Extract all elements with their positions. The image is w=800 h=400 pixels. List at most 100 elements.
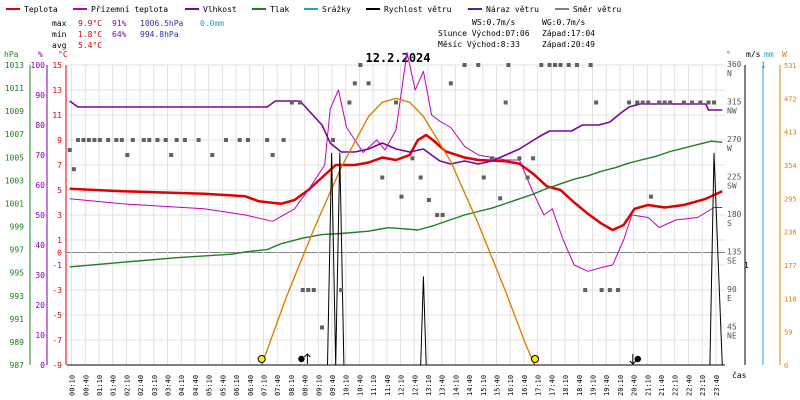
wind-direction-point xyxy=(339,288,344,292)
axis-units: hPa % °C ° m/s mm W čas xyxy=(4,50,787,380)
hpa-tick-label: 993 xyxy=(10,292,25,301)
c-tick-label: -5 xyxy=(52,311,62,320)
wind-direction-point xyxy=(418,175,423,180)
c-tick-label: 5 xyxy=(57,186,62,195)
legend-label: Tlak xyxy=(270,5,289,14)
wind-direction-point xyxy=(426,198,431,202)
wind-direction-point xyxy=(410,156,415,161)
time-tick-label: 05:10 xyxy=(206,375,214,396)
wind-direction-point xyxy=(125,153,130,157)
time-tick-label: 12:40 xyxy=(411,375,419,396)
stats-min-hum: 64% xyxy=(112,30,127,39)
series-slune-n-svit xyxy=(261,97,536,366)
hpa-tick-label: 997 xyxy=(10,246,25,255)
wind-direction-point xyxy=(380,175,385,180)
sunset-text: Západ:17:04 xyxy=(542,29,595,38)
wind-direction-point xyxy=(298,100,303,105)
wind-direction-point xyxy=(347,100,352,105)
moonset-marker xyxy=(634,355,642,363)
wind-direction-point xyxy=(352,81,357,86)
dir-compass-label: E xyxy=(727,294,732,303)
hpa-tick-label: 1011 xyxy=(5,84,24,93)
wind-direction-point xyxy=(319,325,324,330)
legend-label: Náraz větru xyxy=(486,5,539,14)
wind-direction-point xyxy=(155,138,160,142)
wind-direction-point xyxy=(553,63,558,67)
dir-tick-label: 225 xyxy=(727,173,742,182)
ms-unit-label: m/s xyxy=(746,50,761,59)
w-tick-label: 177 xyxy=(784,262,797,270)
pct-tick-label: 10 xyxy=(35,331,45,340)
stats-min-press: 994.8hPa xyxy=(140,30,179,39)
hpa-tick-label: 1009 xyxy=(5,107,24,116)
wind-direction-point xyxy=(130,138,135,142)
wind-direction-point xyxy=(503,100,508,105)
dir-tick-label: 45 xyxy=(727,323,737,332)
time-tick-label: 13:40 xyxy=(439,375,447,396)
dir-compass-label: S xyxy=(727,219,732,228)
pct-tick-label: 70 xyxy=(35,151,45,160)
hpa-tick-label: 995 xyxy=(10,269,25,278)
c-tick-label: 13 xyxy=(52,86,62,95)
wind-direction-point xyxy=(547,63,552,67)
time-tick-label: 06:40 xyxy=(247,375,255,396)
time-tick-label: 23:40 xyxy=(713,375,721,396)
time-tick-label: 10:10 xyxy=(343,375,351,396)
series-tlak xyxy=(69,140,723,268)
moonrise-text: Měsíc Východ:8:33 xyxy=(438,40,520,49)
time-tick-label: 07:10 xyxy=(260,375,268,396)
wind-direction-point xyxy=(558,63,563,67)
dir-tick-label: 135 xyxy=(727,248,742,257)
series-teplota xyxy=(69,133,723,232)
time-tick-label: 03:10 xyxy=(151,375,159,396)
wind-direction-point xyxy=(237,138,242,142)
hpa-tick-label: 991 xyxy=(10,315,25,324)
wind-direction-point xyxy=(506,63,511,67)
stats-min-temp: 1.8°C xyxy=(78,30,102,39)
pct-unit-label: % xyxy=(38,50,43,59)
time-tick-label: 07:40 xyxy=(274,375,282,396)
mm-unit-label: mm xyxy=(764,50,774,59)
wind-direction-point xyxy=(394,100,398,105)
grid xyxy=(67,64,725,366)
time-tick-label: 19:10 xyxy=(589,375,597,396)
wind-direction-point xyxy=(531,156,536,161)
wind-direction-point xyxy=(306,288,311,292)
dir-tick-label: 90 xyxy=(727,285,737,294)
wind-sun-info: WS:0.7m/s WG:0.7m/s Slunce Východ:07:06 … xyxy=(438,18,595,49)
wind-direction-point xyxy=(81,138,86,142)
time-tick-label: 22:40 xyxy=(685,375,693,396)
wind-direction-point xyxy=(224,138,229,142)
time-tick-label: 22:10 xyxy=(672,375,680,396)
wind-direction-point xyxy=(358,63,363,67)
wind-direction-point xyxy=(648,194,653,199)
series-rychlost-v-tru xyxy=(69,152,723,366)
pct-tick-label: 30 xyxy=(35,271,45,280)
hpa-tick-label: 1005 xyxy=(5,153,24,162)
time-tick-label: 09:10 xyxy=(315,375,323,396)
w-unit-label: W xyxy=(782,50,787,59)
pct-tick-label: 50 xyxy=(35,211,45,220)
c-tick-label: -3 xyxy=(52,286,62,295)
wind-direction-point xyxy=(92,138,97,142)
dir-compass-label: N xyxy=(727,69,732,78)
wind-direction-point xyxy=(119,138,124,142)
c-tick-label: -1 xyxy=(52,261,62,270)
time-tick-label: 20:10 xyxy=(617,375,625,396)
wind-direction-point xyxy=(114,138,119,142)
time-tick-label: 08:40 xyxy=(302,375,310,396)
wind-direction-point xyxy=(599,288,604,292)
wind-direction-point xyxy=(311,288,316,292)
stats-min-label: min xyxy=(52,30,67,39)
sunset-marker xyxy=(531,355,540,363)
wind-direction-point xyxy=(462,63,467,67)
wind-direction-point xyxy=(399,194,404,199)
wind-direction-point xyxy=(706,100,711,105)
c-tick-label: 1 xyxy=(57,236,62,245)
hpa-tick-label: 1013 xyxy=(5,61,24,70)
wind-direction-point xyxy=(270,153,275,157)
time-tick-label: 21:10 xyxy=(644,375,652,396)
sunrise-text: Slunce Východ:07:06 xyxy=(438,29,530,38)
time-tick-label: 08:10 xyxy=(288,375,296,396)
